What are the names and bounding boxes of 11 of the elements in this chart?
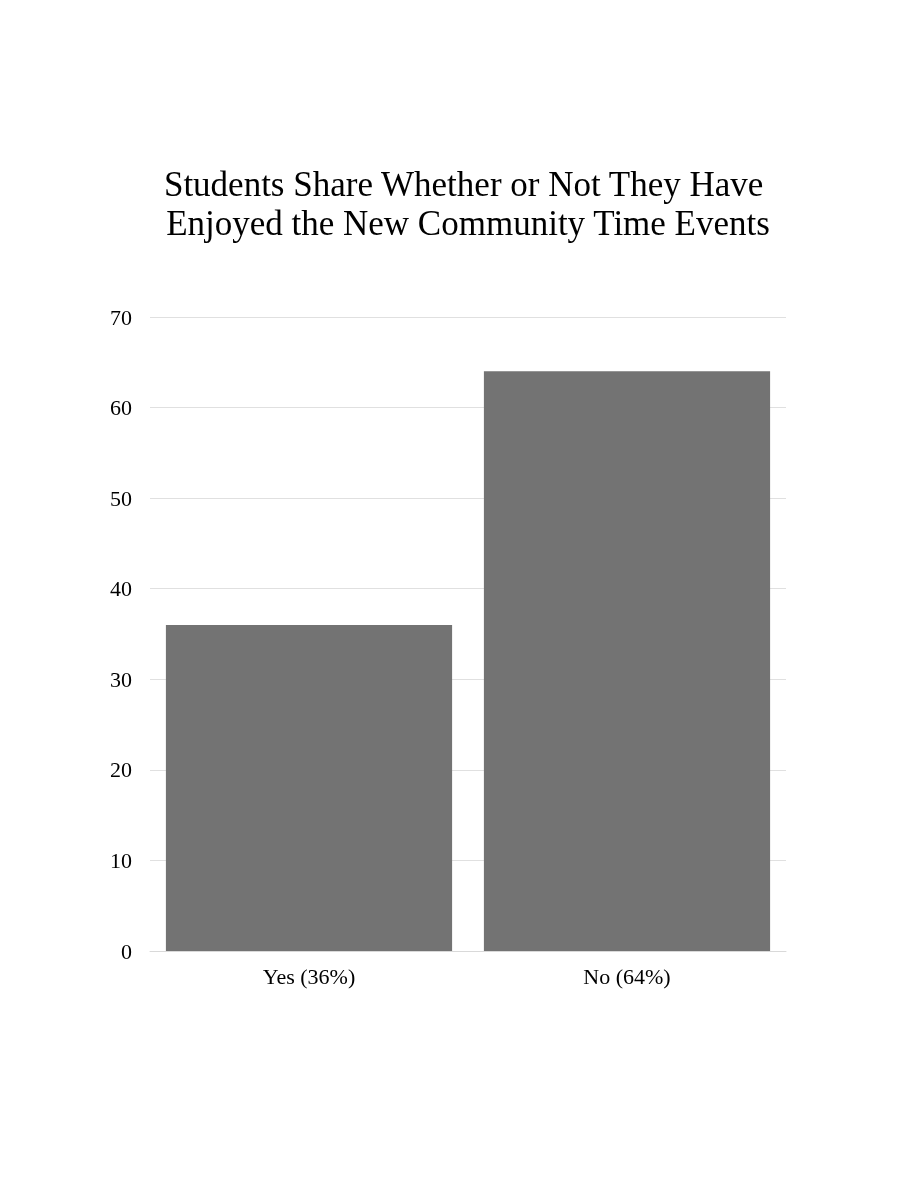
y-tick-label: 10	[110, 847, 132, 873]
y-tick-label: 0	[121, 938, 132, 964]
y-tick-label: 40	[110, 576, 132, 602]
y-tick-label: 60	[110, 395, 132, 421]
x-tick-label: Yes (36%)	[262, 963, 356, 989]
chart-title: Students Share Whether or Not They Have Enjoyed the New Community Time Events	[163, 165, 773, 243]
y-tick-label: 20	[110, 757, 132, 783]
y-tick-label: 50	[110, 485, 132, 511]
y-tick-label: 70	[110, 304, 132, 330]
x-tick-label: No (64%)	[583, 963, 671, 989]
y-tick-label: 30	[110, 666, 132, 692]
